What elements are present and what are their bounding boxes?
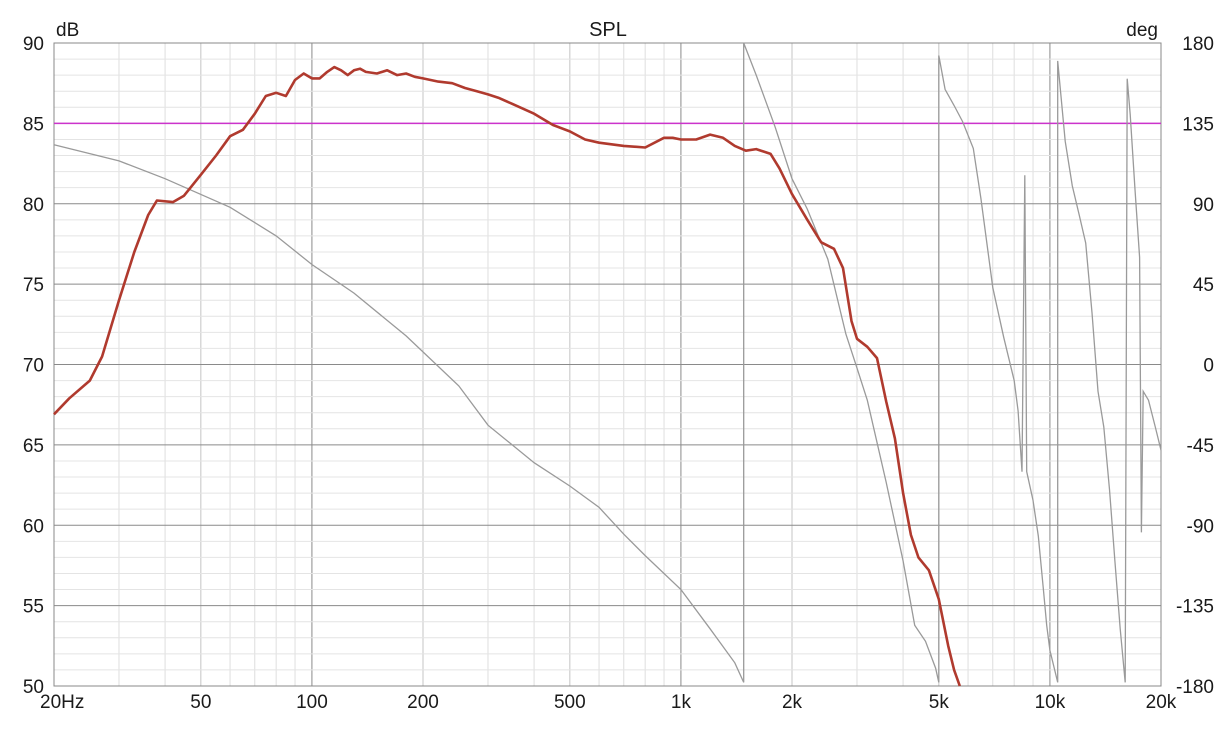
chart-title: SPL [589,19,627,41]
left-y-tick-label: 70 [23,356,44,377]
left-y-tick-label: 90 [23,34,44,55]
x-tick-labels: 20Hz 50 100 200 500 1k 2k 5k 10k 20k [40,692,1177,713]
right-y-tick-label: 45 [1193,275,1214,296]
x-tick-label: 20Hz [40,692,84,713]
right-y-tick-label: 180 [1182,34,1214,55]
x-tick-label: 100 [296,692,328,713]
plot-area-frame [53,42,1162,687]
left-y-tick-label: 85 [23,114,44,135]
left-y-tick-label: 65 [23,436,44,457]
x-tick-label: 500 [554,692,586,713]
x-tick-label: 20k [1146,692,1177,713]
left-axis-title: dB [56,20,79,41]
x-tick-label: 200 [407,692,439,713]
left-y-tick-label: 55 [23,597,44,618]
right-y-tick-label: -45 [1187,436,1214,457]
horizontal-gridlines [54,42,1161,687]
phase-series-line [53,42,1162,683]
right-axis-title: deg [1126,20,1158,41]
x-tick-label: 5k [929,692,950,713]
right-y-tick-label: -135 [1176,597,1214,618]
x-tick-label: 2k [782,692,803,713]
right-y-tick-label: -90 [1187,516,1214,537]
left-y-tick-label: 80 [23,195,44,216]
right-y-tick-label: 135 [1182,114,1214,135]
x-tick-label: 1k [671,692,692,713]
right-y-tick-label: -180 [1176,677,1214,698]
x-tick-label: 10k [1035,692,1066,713]
left-y-tick-label: 75 [23,275,44,296]
left-y-tick-label: 50 [23,677,44,698]
spl-series-line [53,65,962,687]
right-y-tick-labels: 180 135 90 45 0 -45 -90 -135 -180 [1176,34,1214,698]
right-y-tick-label: 90 [1193,195,1214,216]
right-y-tick-label: 0 [1203,356,1214,377]
x-tick-label: 50 [190,692,211,713]
left-y-tick-label: 60 [23,516,44,537]
left-y-tick-labels: 90 85 80 75 70 65 60 55 50 [23,34,44,698]
